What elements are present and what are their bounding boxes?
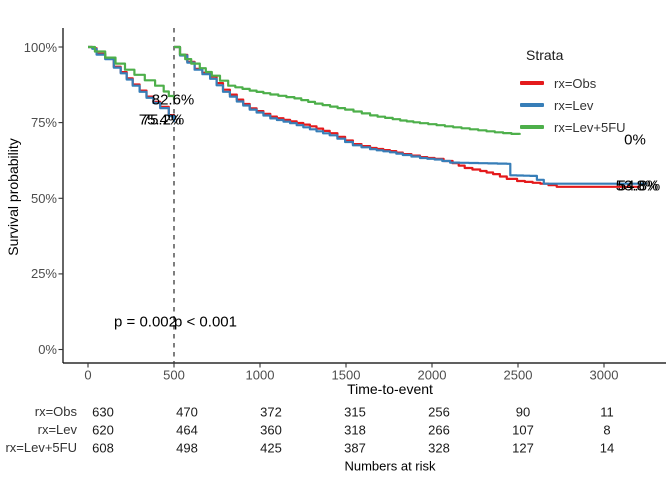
y-tick-label: 0% — [38, 342, 57, 357]
survival-curve-rx-obs — [88, 45, 176, 122]
risk-count: 470 — [176, 404, 198, 420]
risk-count: 608 — [92, 440, 114, 456]
risk-count: 464 — [176, 422, 198, 438]
p-value-left: p = 0.002 — [114, 313, 177, 331]
risk-count: 318 — [344, 422, 366, 438]
risk-row-label: rx=Lev+5FU — [5, 440, 77, 455]
x-tick-label: 2500 — [503, 367, 533, 383]
risk-count: 372 — [260, 404, 282, 420]
y-tick-label: 50% — [30, 190, 57, 206]
legend-key-line — [520, 103, 544, 107]
risk-row-label: rx=Lev — [37, 422, 77, 437]
annotation-500d-lev: 75.2% — [141, 111, 185, 129]
p-value-right: p < 0.001 — [174, 313, 237, 331]
y-tick-label: 75% — [30, 115, 57, 131]
x-tick-label: 500 — [163, 367, 185, 383]
y-tick-label: 100% — [23, 39, 57, 55]
risk-count: 14 — [599, 440, 615, 456]
risk-count: 630 — [92, 404, 114, 420]
risk-count: 256 — [428, 404, 450, 420]
risk-count: 90 — [515, 404, 531, 420]
risk-count: 425 — [260, 440, 282, 456]
survival-curve-rx-lev — [88, 45, 176, 122]
legend-items: rx=Obs rx=Lev rx=Lev+5FU — [520, 72, 626, 138]
y-tick-label: 25% — [30, 266, 57, 282]
legend-key-line — [520, 81, 544, 85]
risk-count: 107 — [512, 422, 534, 438]
risk-count: 360 — [260, 422, 282, 438]
risk-count: 127 — [512, 440, 534, 456]
risk-table-caption: Numbers at risk — [344, 458, 436, 474]
x-tick-label: 3000 — [589, 367, 619, 383]
survival-curve-rx-lev — [174, 45, 647, 185]
survival-curve-rx-lev-5fu — [174, 45, 521, 135]
x-tick-label: 1500 — [331, 367, 361, 383]
x-axis-title: Time-to-event — [347, 381, 433, 397]
survival-curve-rx-lev-5fu — [88, 45, 176, 100]
annotation-500d-lev5fu: 82.6% — [151, 91, 195, 109]
risk-row-label: rx=Obs — [34, 404, 77, 419]
annotation-end-lev: 54.8% — [617, 177, 661, 195]
legend-title: Strata — [526, 47, 564, 63]
risk-count: 11 — [600, 404, 614, 420]
annotation-end-lev5fu: 0% — [624, 131, 646, 149]
annotation-end-obs: 53.8% — [615, 177, 659, 195]
risk-count: 328 — [428, 440, 450, 456]
legend-item-label: rx=Lev+5FU — [554, 119, 626, 135]
legend-item-rx-obs: rx=Obs — [520, 72, 626, 94]
x-tick-label: 1000 — [245, 367, 275, 383]
legend-item-rx-lev: rx=Lev — [520, 94, 626, 116]
legend-item-label: rx=Obs — [554, 75, 597, 91]
annotation-500d-obs: 75.4% — [138, 111, 182, 129]
risk-count: 498 — [176, 440, 198, 456]
risk-count: 620 — [92, 422, 114, 438]
risk-count: 387 — [344, 440, 366, 456]
legend-item-label: rx=Lev — [554, 97, 594, 113]
legend-item-rx-lev-5fu: rx=Lev+5FU — [520, 116, 626, 138]
legend: Strata rx=Obs rx=Lev rx=Lev+5FU — [520, 47, 626, 138]
x-tick-label: 2000 — [417, 367, 447, 383]
x-tick-label: 0 — [84, 367, 92, 383]
legend-key-line — [520, 125, 544, 129]
risk-count: 266 — [428, 422, 450, 438]
risk-count: 315 — [344, 404, 366, 420]
risk-count: 8 — [603, 422, 611, 438]
